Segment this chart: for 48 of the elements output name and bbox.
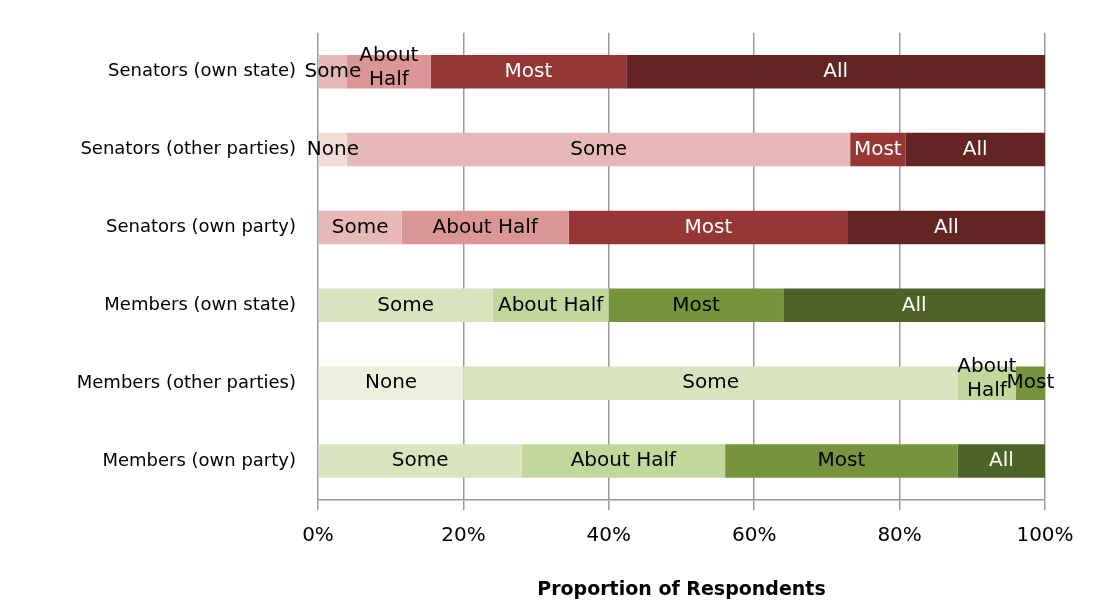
data-label: Most (684, 213, 733, 238)
data-label: Most (504, 57, 553, 82)
x-tick-label: 100% (1016, 522, 1074, 547)
x-tick-label: 60% (731, 522, 777, 547)
data-label: About Half (570, 447, 677, 472)
data-label: Some (377, 291, 434, 316)
bar (521, 444, 726, 478)
bar (430, 54, 627, 89)
bar (847, 210, 1045, 245)
y-tick-label: Members (own state) (104, 293, 296, 315)
y-tick-label: Senators (own state) (107, 59, 296, 81)
bar (905, 132, 1045, 167)
bar (318, 288, 493, 323)
data-label: None (306, 135, 360, 160)
data-label: Some (570, 135, 627, 160)
y-tick-label: Senators (own party) (106, 215, 296, 237)
data-label: None (364, 369, 418, 394)
bar (608, 288, 784, 323)
x-axis-title: Proportion of Respondents (537, 576, 826, 599)
data-label: Some (331, 213, 389, 238)
bar (463, 366, 958, 400)
data-label: Most (853, 135, 902, 160)
bar (318, 366, 464, 400)
data-label: All (901, 291, 927, 316)
data-label: Some (391, 447, 449, 472)
y-tick-label: Members (other parties) (76, 370, 296, 392)
x-tick-label: 20% (441, 522, 486, 547)
bar (783, 288, 1045, 323)
data-label: Most (817, 447, 866, 472)
x-tick-label: 80% (877, 522, 922, 547)
y-tick-label: Members (own party) (102, 448, 296, 470)
bar (957, 444, 1045, 478)
bar (568, 210, 848, 245)
x-tick-label: 40% (586, 522, 632, 547)
data-label: About Half (432, 213, 539, 238)
bar (725, 444, 958, 478)
data-label: All (988, 447, 1014, 472)
data-label: Some (682, 369, 739, 394)
data-label: All (934, 213, 959, 238)
data-label: All (823, 57, 849, 82)
data-label: Most (672, 291, 721, 316)
data-label: About Half (359, 41, 419, 90)
bar (626, 54, 1045, 89)
x-tick-label: 0% (302, 522, 334, 547)
y-tick-label: Senators (other parties) (80, 137, 296, 159)
bar (318, 444, 522, 478)
data-label: About Half (497, 291, 605, 316)
data-label: All (962, 135, 988, 160)
